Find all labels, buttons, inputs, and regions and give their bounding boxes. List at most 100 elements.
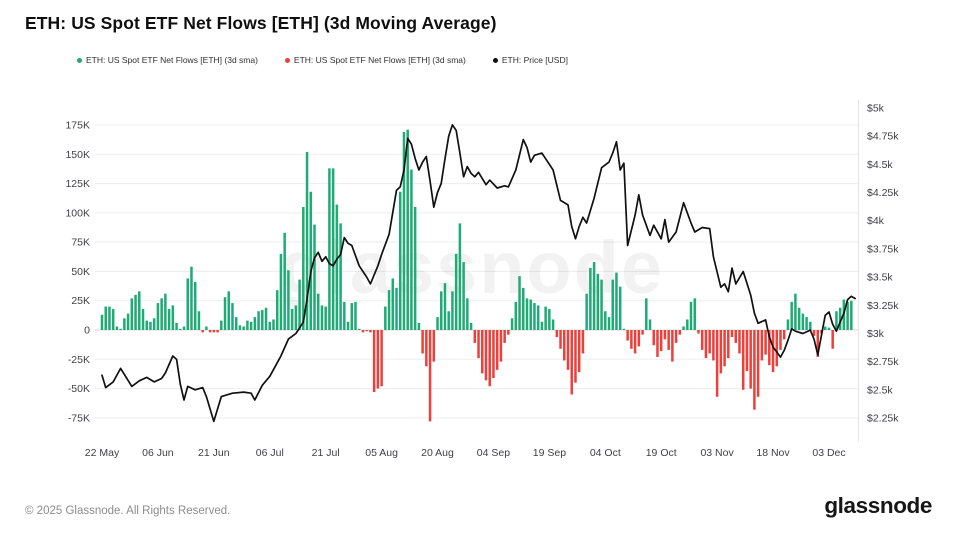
- flow-bar: [760, 330, 764, 361]
- black-dot-icon: [492, 57, 498, 63]
- flow-bar: [440, 291, 443, 330]
- right-axis-tick: $3k: [867, 328, 885, 340]
- flow-bar: [335, 204, 339, 330]
- flow-bar: [753, 330, 756, 410]
- left-axis-tick: -25K: [68, 354, 90, 366]
- flow-bar: [510, 318, 514, 330]
- flow-bar: [529, 299, 532, 330]
- flow-bar: [216, 330, 219, 333]
- left-axis-labels: 175K 150K 125K 100K 75K 50K 25K 0 -25K -50K -75K: [65, 120, 90, 425]
- flow-bar: [141, 308, 145, 330]
- flow-bar: [682, 326, 685, 330]
- flow-bar: [715, 330, 719, 397]
- flow-bar: [850, 300, 853, 330]
- flow-bar: [816, 330, 820, 357]
- flow-bar: [193, 281, 197, 330]
- flow-bar: [402, 132, 406, 330]
- flow-bar: [574, 330, 577, 383]
- flow-bar: [473, 330, 477, 343]
- flow-bar: [704, 330, 708, 359]
- legend-item-outflows[interactable]: ETH: US Spot ETF Net Flows [ETH] (3d sma…: [284, 55, 466, 65]
- glassnode-logo: glassnode: [824, 493, 932, 518]
- left-axis-tick: -75K: [68, 412, 90, 424]
- flow-bar: [182, 326, 186, 330]
- flow-bar: [436, 317, 439, 330]
- flow-bar: [261, 310, 264, 330]
- flow-bar: [693, 298, 696, 330]
- flow-bar: [738, 330, 741, 354]
- flow-bar: [697, 330, 700, 334]
- x-axis-tick: 04 Sep: [477, 447, 510, 459]
- flow-bar: [741, 330, 745, 390]
- flow-bar: [727, 330, 730, 359]
- flow-bar: [111, 308, 115, 330]
- green-dot-icon: [77, 57, 82, 63]
- flow-bar: [607, 317, 611, 330]
- red-dot-icon: [284, 57, 290, 63]
- flow-bar: [152, 318, 156, 330]
- flow-bars: [100, 129, 853, 422]
- flow-bar: [536, 305, 540, 330]
- flow-bar: [417, 322, 421, 330]
- flow-bar: [745, 330, 749, 371]
- flow-bar: [831, 330, 834, 349]
- legend-label: ETH: Price [USD]: [501, 55, 568, 65]
- flow-bar: [827, 327, 831, 330]
- flow-bar: [134, 294, 137, 330]
- x-axis-tick: 20 Aug: [421, 447, 454, 459]
- flow-bar: [287, 270, 290, 330]
- left-axis-tick: 150K: [65, 149, 90, 161]
- x-axis-labels: 22 May 06 Jun 21 Jun 06 Jul 21 Jul 05 Aug 20 A…: [85, 447, 846, 459]
- flow-bar: [395, 287, 398, 330]
- flow-bar: [812, 330, 816, 336]
- flow-bar: [197, 311, 201, 330]
- flow-bar: [294, 305, 298, 330]
- flow-bar: [302, 207, 305, 330]
- flow-bar: [544, 306, 547, 330]
- flow-bar: [656, 330, 659, 357]
- flow-bar: [365, 330, 368, 332]
- flow-bar: [645, 298, 648, 330]
- flow-bar: [227, 291, 230, 330]
- left-axis-tick: 75K: [71, 237, 90, 249]
- flow-bar: [454, 253, 458, 330]
- flow-bar: [577, 330, 581, 373]
- chart-legend: ETH: US Spot ETF Net Flows [ETH] (3d sma…: [77, 55, 568, 65]
- flow-bar: [246, 320, 249, 330]
- right-axis-tick: $3.75k: [867, 243, 899, 255]
- flow-bar: [398, 191, 402, 330]
- flow-bar: [559, 330, 562, 349]
- flow-bar: [585, 293, 588, 330]
- legend-label: ETH: US Spot ETF Net Flows [ETH] (3d sma…: [86, 55, 258, 65]
- flow-bar: [637, 330, 641, 347]
- right-axis-tick: $4.25k: [867, 187, 899, 199]
- flow-bar: [253, 317, 257, 330]
- flow-bar: [164, 293, 167, 330]
- flow-bar: [108, 306, 111, 330]
- legend-item-inflows[interactable]: ETH: US Spot ETF Net Flows [ETH] (3d sma…: [77, 55, 258, 65]
- flow-bar: [507, 330, 510, 335]
- flow-bar: [514, 301, 518, 330]
- flow-bar: [775, 330, 779, 367]
- x-axis-tick: 22 May: [85, 447, 120, 459]
- legend-item-price[interactable]: ETH: Price [USD]: [492, 55, 568, 65]
- flow-bar: [641, 330, 644, 335]
- flow-bar: [220, 320, 223, 330]
- flow-bar: [231, 303, 234, 330]
- flow-bar: [522, 287, 525, 330]
- flow-bar: [477, 330, 480, 359]
- flow-bar: [589, 267, 592, 330]
- flow-bar: [838, 307, 842, 330]
- flow-bar: [652, 330, 655, 346]
- copyright-text: © 2025 Glassnode. All Rights Reserved.: [25, 505, 231, 517]
- flow-bar: [443, 283, 447, 330]
- flow-bar: [238, 325, 242, 330]
- flow-bar: [686, 319, 689, 330]
- right-axis-tick: $4.75k: [867, 131, 899, 143]
- flow-bar: [630, 330, 633, 349]
- flow-bar: [801, 313, 805, 330]
- x-axis-tick: 19 Sep: [533, 447, 566, 459]
- flow-bar: [823, 326, 827, 330]
- flow-bar: [689, 301, 693, 330]
- flow-bar: [223, 297, 227, 330]
